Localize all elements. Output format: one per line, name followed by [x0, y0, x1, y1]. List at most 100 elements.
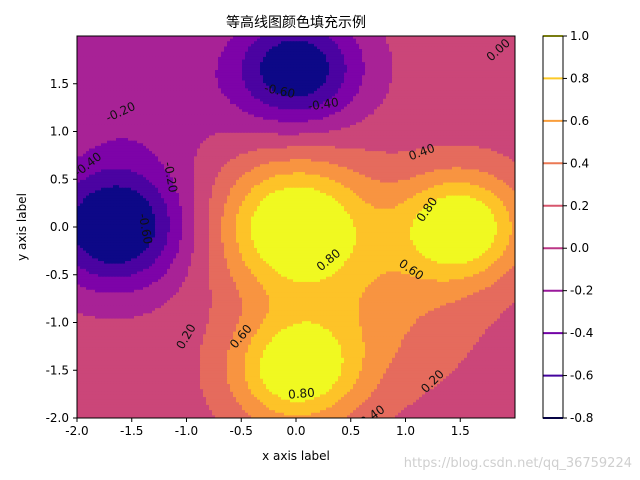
contour-cell	[350, 80, 354, 84]
contour-cell	[305, 70, 309, 74]
contour-cell	[128, 77, 132, 82]
contour-cell	[77, 41, 81, 45]
contour-cell	[86, 96, 90, 100]
contour-cell	[461, 49, 465, 53]
contour-cell	[272, 49, 276, 53]
contour-cell	[482, 72, 486, 76]
contour-cell	[434, 38, 438, 42]
contour-cell	[353, 56, 357, 61]
contour-cell	[233, 54, 237, 58]
contour-cell	[497, 96, 501, 100]
contour-cell	[341, 83, 345, 87]
contour-cell	[491, 85, 495, 89]
contour-cell	[392, 46, 396, 50]
contour-cell	[497, 90, 501, 95]
contour-cell	[272, 70, 276, 74]
contour-cell	[113, 93, 117, 97]
contour-cell	[416, 41, 420, 45]
contour-cell	[362, 98, 366, 103]
contour-cell	[350, 96, 354, 100]
contour-cell	[134, 59, 138, 63]
contour-cell	[227, 77, 231, 82]
contour-cell	[137, 70, 141, 74]
contour-cell	[146, 46, 150, 50]
contour-cell	[395, 62, 399, 66]
contour-cell	[449, 83, 453, 87]
contour-cell	[200, 56, 204, 61]
contour-cell	[497, 101, 501, 105]
contour-cell	[458, 59, 462, 63]
contour-cell	[164, 90, 168, 95]
contour-cell	[461, 51, 465, 55]
contour-cell	[491, 49, 495, 53]
contour-cell	[380, 90, 384, 95]
contour-cell	[197, 80, 201, 84]
contour-cell	[239, 93, 243, 97]
contour-cell	[113, 59, 117, 63]
contour-cell	[431, 64, 435, 68]
contour-cell	[416, 62, 420, 66]
contour-cell	[404, 36, 408, 40]
contour-cell	[149, 75, 153, 79]
contour-cell	[467, 80, 471, 84]
contour-cell	[284, 51, 288, 55]
contour-cell	[329, 93, 333, 97]
contour-cell	[92, 54, 96, 58]
contour-cell	[89, 46, 93, 50]
contour-cell	[179, 98, 183, 103]
contour-cell	[119, 88, 123, 92]
contour-cell	[110, 101, 114, 105]
contour-cell	[440, 85, 444, 89]
contour-cell	[290, 49, 294, 53]
contour-cell	[341, 51, 345, 55]
contour-cell	[80, 59, 84, 63]
contour-cell	[455, 46, 459, 50]
contour-cell	[170, 85, 174, 89]
contour-cell	[164, 70, 168, 74]
contour-cell	[77, 83, 81, 87]
contour-cell	[413, 72, 417, 76]
contour-cell	[242, 101, 246, 105]
contour-cell	[152, 64, 156, 68]
contour-cell	[329, 90, 333, 95]
contour-cell	[353, 59, 357, 63]
contour-cell	[422, 56, 426, 61]
contour-cell	[245, 59, 249, 63]
contour-cell	[233, 88, 237, 92]
contour-cell	[473, 90, 477, 95]
contour-cell	[392, 64, 396, 68]
contour-cell	[482, 77, 486, 82]
contour-cell	[398, 88, 402, 92]
contour-cell	[221, 72, 225, 76]
contour-cell	[443, 51, 447, 55]
contour-cell	[113, 85, 117, 89]
contour-cell	[242, 64, 246, 68]
contour-cell	[416, 90, 420, 95]
contour-cell	[332, 38, 336, 42]
contour-cell	[212, 77, 216, 82]
contour-cell	[389, 56, 393, 61]
contour-cell	[278, 72, 282, 76]
contour-cell	[137, 77, 141, 82]
contour-cell	[116, 46, 120, 50]
contour-cell	[371, 59, 375, 63]
contour-cell	[377, 93, 381, 97]
contour-cell	[365, 90, 369, 95]
contour-cell	[122, 85, 126, 89]
contour-cell	[479, 51, 483, 55]
contour-cell	[77, 62, 81, 66]
contour-cell	[422, 51, 426, 55]
contour-cell	[347, 85, 351, 89]
contour-cell	[203, 38, 207, 42]
contour-cell	[509, 72, 513, 76]
contour-cell	[293, 64, 297, 68]
contour-cell	[239, 98, 243, 103]
contour-cell	[122, 72, 126, 76]
contour-cell	[149, 36, 153, 40]
contour-cell	[200, 96, 204, 100]
contour-cell	[275, 83, 279, 87]
contour-cell	[158, 98, 162, 103]
contour-cell	[464, 83, 468, 87]
contour-cell	[413, 101, 417, 105]
contour-cell	[437, 96, 441, 100]
